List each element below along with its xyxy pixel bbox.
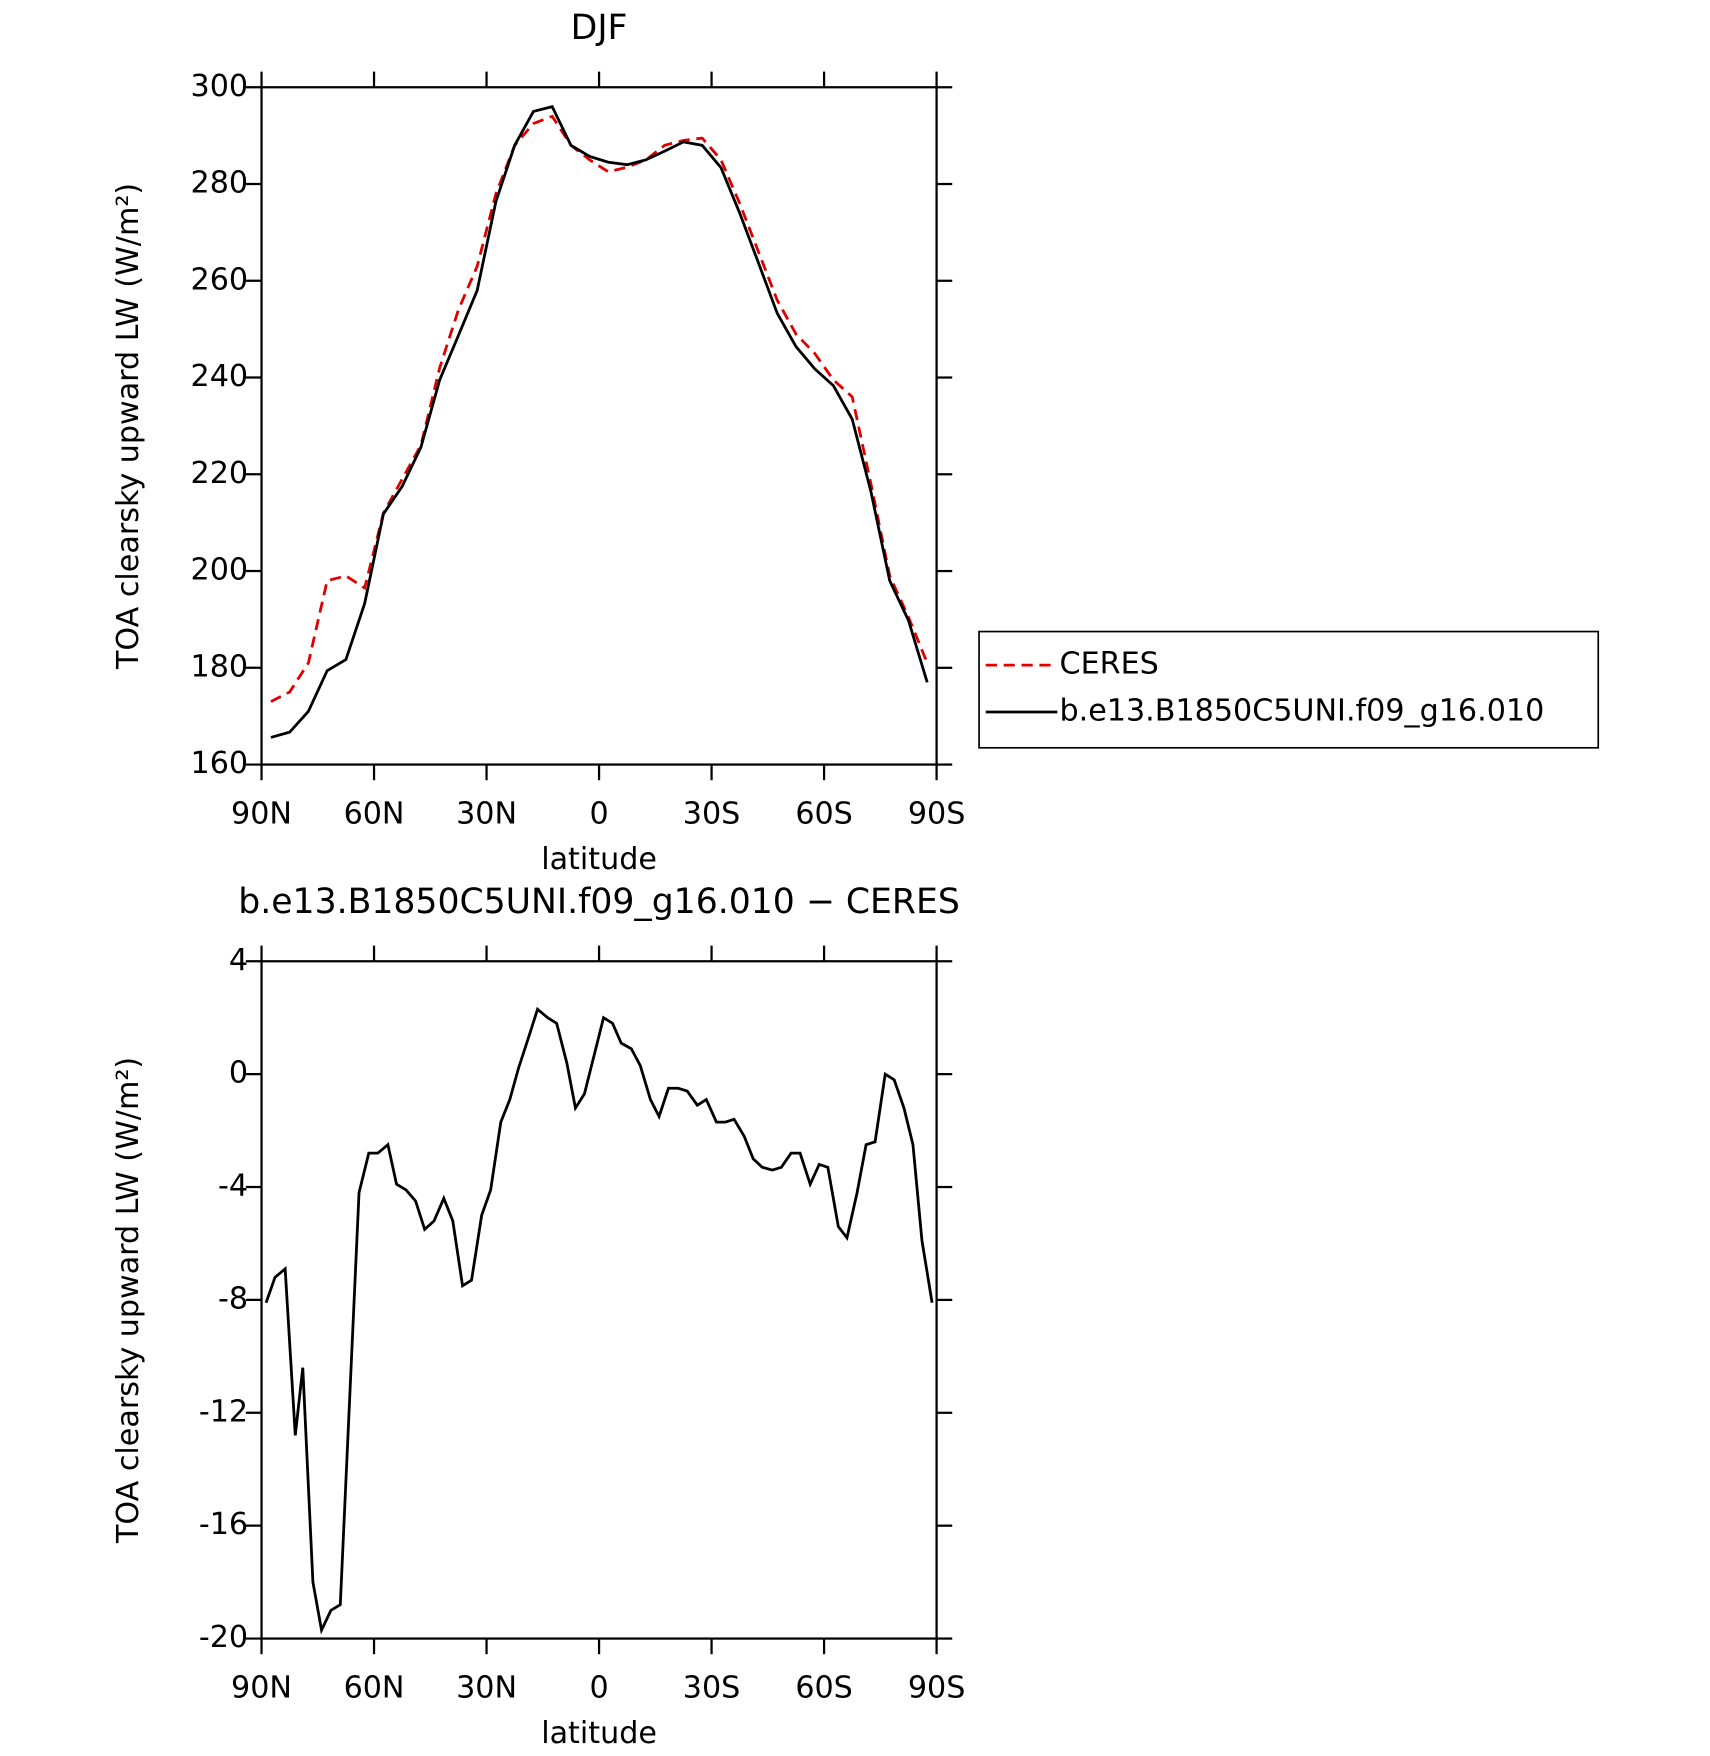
x-tick-label: 30N	[456, 1670, 517, 1705]
x-tick-label: 90S	[908, 1670, 966, 1705]
x-tick-label: 0	[589, 1670, 608, 1705]
y-tick-label: 300	[191, 69, 249, 104]
y-tick-label: 200	[191, 553, 249, 588]
x-tick-label: 30S	[683, 1670, 741, 1705]
series-line	[270, 114, 929, 703]
x-axis-label: latitude	[541, 1716, 657, 1751]
x-tick-label: 60N	[344, 796, 405, 831]
x-tick-label: 60S	[795, 1670, 853, 1705]
y-tick-label: 260	[191, 262, 249, 297]
legend: CERES b.e13.B1850C5UNI.f09_g16.010	[978, 630, 1600, 749]
y-tick-label: -8	[218, 1281, 248, 1316]
chart-title: b.e13.B1850C5UNI.f09_g16.010 − CERES	[238, 882, 960, 922]
x-tick-label: 0	[589, 796, 608, 831]
x-tick-label: 60N	[344, 1670, 405, 1705]
x-tick-label: 30N	[456, 796, 517, 831]
legend-label: b.e13.B1850C5UNI.f09_g16.010	[1060, 694, 1545, 729]
x-tick-label: 90S	[908, 796, 966, 831]
y-tick-label: -16	[199, 1507, 248, 1542]
x-tick-label: 90N	[231, 796, 292, 831]
y-tick-label: 0	[229, 1056, 248, 1091]
series-line	[264, 1006, 934, 1635]
plot-frame	[260, 86, 938, 766]
x-tick-label: 60S	[795, 796, 853, 831]
y-tick-label: -20	[199, 1620, 248, 1655]
y-tick-label: 160	[191, 746, 249, 781]
x-tick-label: 90N	[231, 1670, 292, 1705]
y-tick-label: -12	[199, 1394, 248, 1429]
y-axis-label: TOA clearsky upward LW (W/m²)	[111, 1057, 146, 1544]
y-tick-label: 240	[191, 359, 249, 394]
x-axis-label: latitude	[541, 842, 657, 877]
y-tick-label: 220	[191, 456, 249, 491]
plot-frame	[260, 960, 938, 1640]
y-tick-label: 280	[191, 166, 249, 201]
y-tick-label: 180	[191, 649, 249, 684]
legend-label: CERES	[1060, 647, 1159, 682]
y-tick-label: -4	[218, 1169, 248, 1204]
x-tick-label: 30S	[683, 796, 741, 831]
legend-frame	[978, 630, 1600, 749]
series-line	[270, 104, 929, 739]
chart-title: DJF	[571, 8, 628, 48]
y-axis-label: TOA clearsky upward LW (W/m²)	[111, 183, 146, 670]
y-tick-label: 4	[229, 943, 248, 978]
